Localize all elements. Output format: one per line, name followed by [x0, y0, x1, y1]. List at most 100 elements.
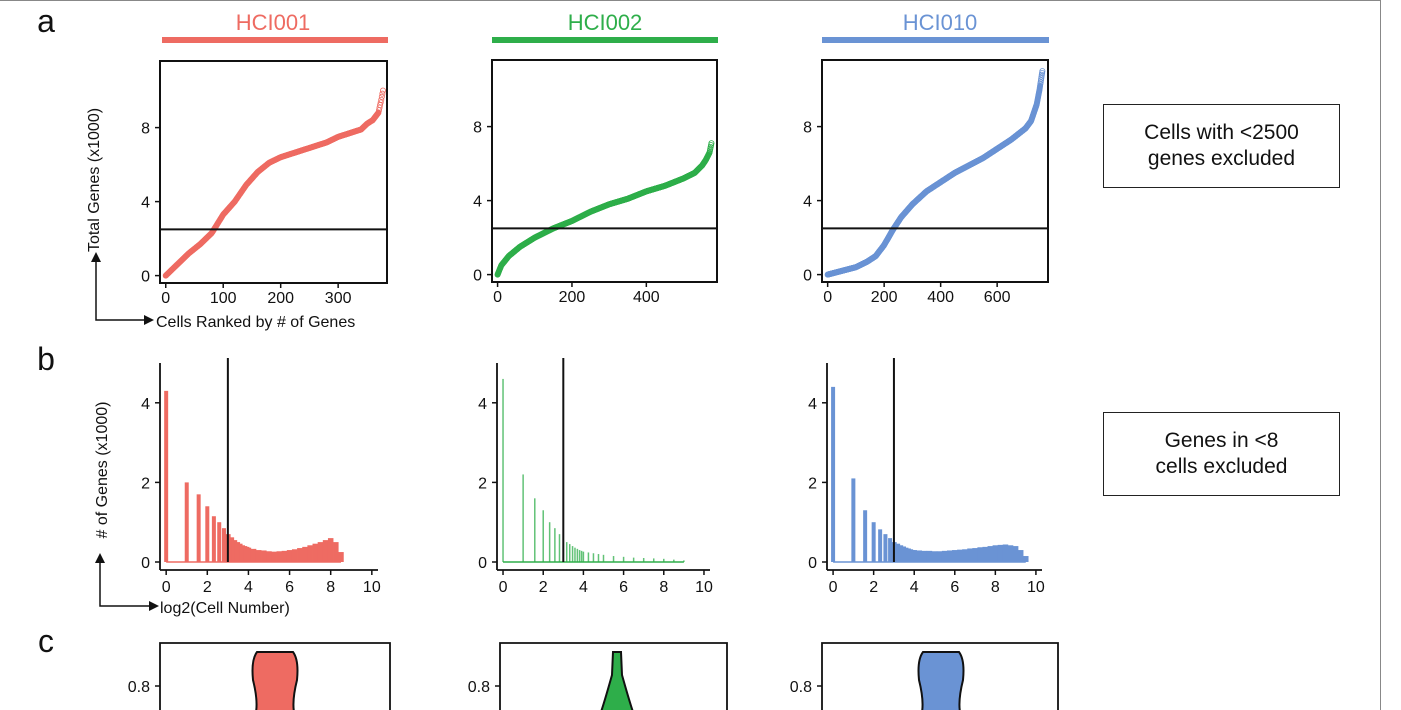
histogram-bar [1023, 556, 1029, 562]
histogram-bars [502, 378, 685, 562]
histogram-bar [926, 550, 933, 562]
y-tick-label: 0 [478, 555, 487, 572]
x-tick-label: 6 [619, 579, 628, 596]
sample-header-bar-hci002 [492, 37, 718, 43]
x-tick-label: 0 [162, 579, 171, 596]
histogram-bar [312, 543, 319, 562]
axis-label-total-genes: Total Genes (x1000) [86, 108, 103, 252]
histogram-bar [184, 482, 189, 562]
histogram-bar [261, 550, 267, 562]
sample-header-bar-hci010 [822, 37, 1049, 43]
histogram-bar [977, 547, 983, 562]
histogram-bar [592, 553, 595, 562]
arrowhead-right-b [149, 601, 159, 611]
cell-point [379, 87, 386, 94]
y-tick-label: 0 [803, 268, 812, 285]
y-tick-label: 4 [478, 396, 487, 413]
histogram-bar [322, 540, 329, 562]
histogram-bar [211, 516, 216, 562]
y-tick-label: 0 [473, 268, 482, 285]
violin-shape [917, 651, 965, 710]
violin-frame [499, 642, 728, 710]
histogram-bar [946, 550, 953, 562]
x-tick-label: 400 [927, 289, 954, 306]
x-tick-label: 6 [285, 579, 294, 596]
histogram-bar [571, 546, 574, 562]
x-tick-label: 0 [823, 289, 832, 306]
histogram-bar [554, 528, 556, 562]
cell-point [1039, 68, 1046, 75]
figure-top-border [0, 0, 1380, 1]
histogram-bar [522, 474, 524, 562]
violin-frame [159, 642, 391, 710]
histogram-bar [276, 551, 283, 562]
sample-header-bar-hci001 [162, 37, 388, 43]
histogram-bar [992, 545, 999, 562]
histogram-bar [196, 494, 201, 562]
x-tick-label: 10 [1027, 579, 1045, 596]
histogram-bar [997, 544, 1004, 562]
histogram-bar [602, 554, 605, 562]
histogram-bar [622, 556, 625, 562]
histogram-bar [542, 510, 544, 562]
histogram-bar [941, 550, 948, 562]
histogram-bar [574, 547, 576, 562]
cell-point [378, 93, 385, 100]
x-tick-label: 4 [910, 579, 919, 596]
histogram-bar [962, 549, 968, 562]
x-tick-label: 300 [325, 290, 352, 307]
x-tick-label: 2 [203, 579, 212, 596]
x-tick-label: 0 [829, 579, 838, 596]
histogram-bar [897, 545, 904, 562]
panel-letter-a: a [37, 3, 55, 39]
sample-title-hci001: HCI001 [236, 10, 311, 35]
cell-point [379, 90, 386, 97]
y-tick-label: 0 [808, 555, 817, 572]
histogram-bar [916, 550, 923, 562]
plot-frame [159, 60, 388, 284]
histogram-bar [255, 550, 262, 562]
x-tick-label: 0 [161, 290, 170, 307]
y-tick-label: 0 [141, 555, 150, 572]
histogram-bar [871, 522, 876, 562]
arrowhead-right-a [144, 315, 154, 325]
histogram-bar [1017, 550, 1024, 562]
x-tick-label: 100 [210, 290, 237, 307]
x-tick-label: 200 [871, 289, 898, 306]
histogram-bar [612, 556, 615, 562]
histogram-bar [921, 550, 928, 562]
histogram-bar [683, 560, 685, 562]
x-tick-label: 10 [363, 579, 381, 596]
y-tick-label: 8 [141, 121, 150, 138]
histogram-bar [582, 551, 585, 562]
histogram-bar [291, 549, 298, 562]
histogram-bar [597, 554, 600, 562]
x-tick-label: 600 [984, 289, 1011, 306]
axis-label-log2-cell-number: log2(Cell Number) [160, 600, 290, 617]
y-tick-label: 2 [141, 475, 150, 492]
histogram-bar [642, 558, 645, 562]
histogram-bar [851, 478, 856, 562]
arrowhead-up-a [91, 252, 101, 262]
histogram-bar [245, 547, 252, 562]
y-tick-label: 8 [473, 120, 482, 137]
violin-shape [600, 651, 634, 710]
x-tick-label: 2 [539, 579, 548, 596]
histogram-bar [957, 549, 963, 562]
histogram-bar [952, 550, 958, 562]
cell-point [377, 99, 384, 106]
x-tick-label: 200 [267, 290, 294, 307]
histogram-bar [565, 542, 568, 562]
histogram-bars [831, 386, 1029, 562]
x-tick-label: 400 [633, 289, 660, 306]
histogram-bar [231, 540, 238, 562]
ranked-points-hci001 [162, 87, 386, 279]
x-tick-label: 200 [559, 289, 586, 306]
y-tick-label: 2 [478, 475, 487, 492]
histogram-bar [663, 558, 665, 562]
y-tick-label: 4 [808, 396, 817, 413]
histogram-bar [548, 522, 551, 562]
genes-filter-note: Cells with <2500 genes excluded [1103, 104, 1340, 188]
y-tick-label: 0.8 [790, 679, 812, 696]
